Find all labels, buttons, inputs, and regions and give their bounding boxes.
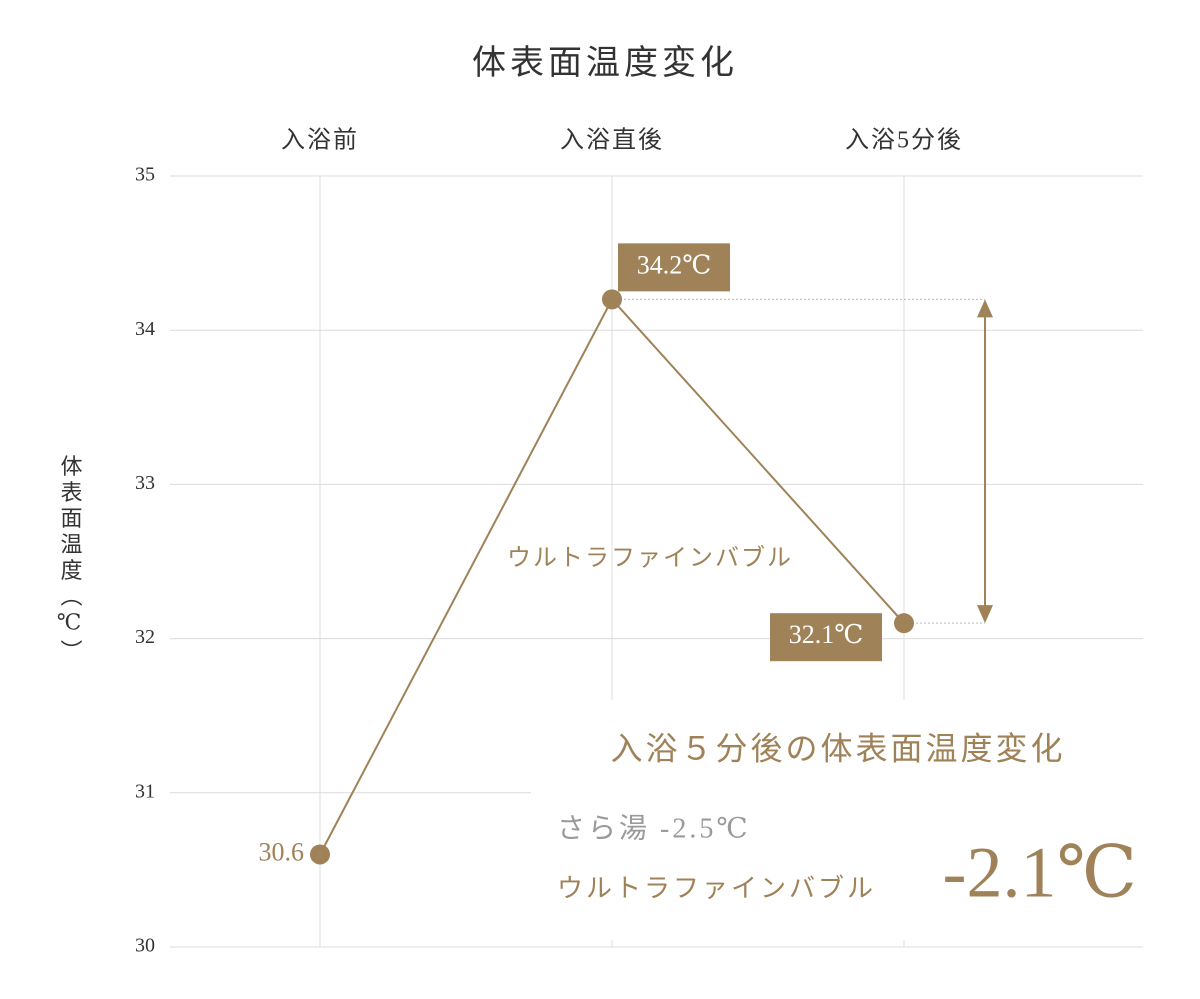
annotation-series: ウルトラファインバブル bbox=[557, 874, 876, 903]
value-label: 30.6 bbox=[259, 837, 305, 866]
value-label-bg bbox=[618, 243, 730, 292]
value-label: 32.1℃ bbox=[789, 620, 864, 649]
annotation-comparison: さら湯 -2.5℃ bbox=[557, 812, 751, 844]
y-axis-label: 体表面温度（℃） bbox=[57, 455, 83, 666]
data-point bbox=[310, 844, 330, 865]
y-tick-label: 35 bbox=[135, 164, 155, 186]
y-tick-label: 34 bbox=[135, 318, 155, 340]
annotation-title: 入浴５分後の体表面温度変化 bbox=[610, 730, 1065, 766]
data-point bbox=[894, 613, 914, 634]
y-tick-label: 32 bbox=[135, 626, 155, 648]
arrow-head bbox=[977, 605, 993, 624]
annotation-bg bbox=[531, 700, 1151, 940]
annotation-value: -2.1℃ bbox=[942, 833, 1137, 913]
annotation: 入浴５分後の体表面温度変化 さら湯 -2.5℃ ウルトラファインバブル -2.1… bbox=[531, 700, 1151, 940]
y-tick-label: 33 bbox=[135, 472, 155, 494]
data-point bbox=[602, 289, 622, 310]
value-label: 34.2℃ bbox=[637, 250, 712, 279]
y-tick-label: 31 bbox=[135, 780, 155, 802]
x-tick-label: 入浴前 bbox=[281, 127, 359, 154]
chart-title: 体表面温度変化 bbox=[472, 44, 738, 82]
series-label: ウルトラファインバブル bbox=[507, 545, 793, 572]
value-label-bg bbox=[770, 613, 882, 662]
x-tick-label: 入浴5分後 bbox=[845, 127, 963, 154]
y-tick-label: 30 bbox=[135, 935, 155, 957]
x-tick-label: 入浴直後 bbox=[560, 127, 664, 154]
arrow-head bbox=[977, 299, 993, 318]
